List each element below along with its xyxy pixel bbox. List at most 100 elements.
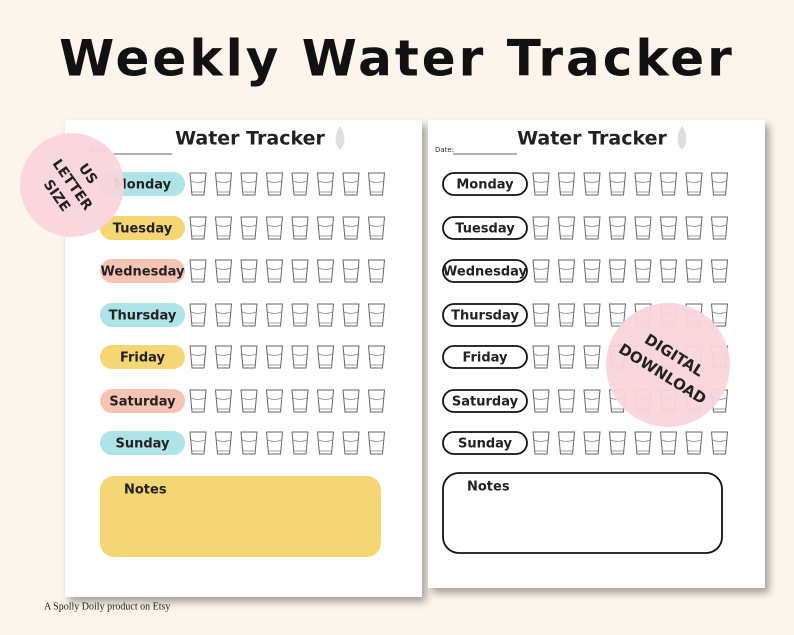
glass-water (267, 267, 282, 270)
glass-water (661, 224, 676, 227)
glass (557, 172, 576, 196)
day-pill (442, 345, 528, 369)
glass (634, 172, 652, 196)
glass-water (584, 180, 600, 183)
day-label: Tuesday (113, 222, 173, 237)
day-label: Monday (456, 178, 514, 193)
glass (583, 389, 601, 413)
glass (240, 259, 258, 283)
glass (659, 216, 678, 240)
glass-water (369, 397, 384, 400)
glass-water (533, 267, 549, 270)
glass-water (635, 224, 651, 227)
glass-water (292, 439, 308, 442)
day-pill (442, 431, 528, 455)
glass-water (318, 353, 333, 356)
glass (634, 259, 652, 283)
footer: A Spolly Doily product on Etsy (44, 601, 170, 612)
glass-water (343, 267, 359, 270)
glass (583, 431, 601, 455)
glass-water (559, 224, 574, 227)
glass (316, 172, 335, 196)
day-pill (100, 345, 185, 369)
glass-water (533, 311, 549, 314)
glass-water (369, 267, 384, 270)
glass (214, 216, 233, 240)
glass (291, 389, 309, 413)
glass (342, 303, 360, 327)
glass-water (216, 439, 231, 442)
glass (265, 259, 284, 283)
glass-water (216, 397, 231, 400)
glass (583, 172, 601, 196)
glass (367, 259, 386, 283)
glass-water (318, 224, 333, 227)
day-pill (100, 389, 185, 413)
glass-water (533, 439, 549, 442)
glass-water (369, 353, 384, 356)
glass-water (584, 311, 600, 314)
glass (532, 303, 550, 327)
glass (532, 216, 550, 240)
glass-water (292, 224, 308, 227)
glass (189, 172, 207, 196)
sheet-title: Water Tracker (517, 128, 667, 150)
day-pill (100, 259, 185, 283)
glass-water (267, 397, 282, 400)
glass-water (635, 180, 651, 183)
glass (583, 303, 601, 327)
glass-water (267, 311, 282, 314)
glass-water (190, 180, 206, 183)
glass-water (661, 267, 676, 270)
glass-water (661, 180, 676, 183)
glass-water (533, 224, 549, 227)
glass-water (292, 311, 308, 314)
glass (265, 172, 284, 196)
day-pill (442, 303, 528, 327)
glass (316, 389, 335, 413)
glass (291, 345, 309, 369)
glass-water (686, 224, 702, 227)
glass (291, 259, 309, 283)
glass (710, 259, 729, 283)
glass (342, 389, 360, 413)
notes-box (442, 472, 723, 554)
day-label: Sunday (458, 437, 513, 452)
badge (606, 303, 730, 427)
glass-water (190, 224, 206, 227)
glass-water (190, 397, 206, 400)
glass (189, 345, 207, 369)
glass-water (241, 353, 257, 356)
day-label: Saturday (452, 395, 519, 410)
sheet: Water TrackerDate:MondayTuesdayWednesday… (65, 120, 422, 597)
glass-water (584, 353, 600, 356)
glass (189, 216, 207, 240)
glass (557, 389, 576, 413)
glass (557, 345, 576, 369)
glass (367, 345, 386, 369)
glass (214, 345, 233, 369)
glass (189, 259, 207, 283)
glass-water (610, 439, 625, 442)
glass-water (584, 439, 600, 442)
glass-water (318, 267, 333, 270)
badge (20, 133, 124, 237)
day-pill (100, 303, 185, 327)
sheet-title: Water Tracker (175, 128, 325, 150)
glass-water (216, 311, 231, 314)
glass (367, 172, 386, 196)
day-label: Friday (462, 351, 508, 366)
glass (189, 431, 207, 455)
glass (214, 259, 233, 283)
glass-water (190, 439, 206, 442)
day-label: Tuesday (455, 222, 515, 237)
glass-water (267, 180, 282, 183)
day-pill (442, 389, 528, 413)
glass-water (369, 311, 384, 314)
glass-water (241, 267, 257, 270)
glass (659, 431, 678, 455)
day-label: Wednesday (443, 265, 527, 280)
glass (608, 259, 627, 283)
glass-water (318, 311, 333, 314)
